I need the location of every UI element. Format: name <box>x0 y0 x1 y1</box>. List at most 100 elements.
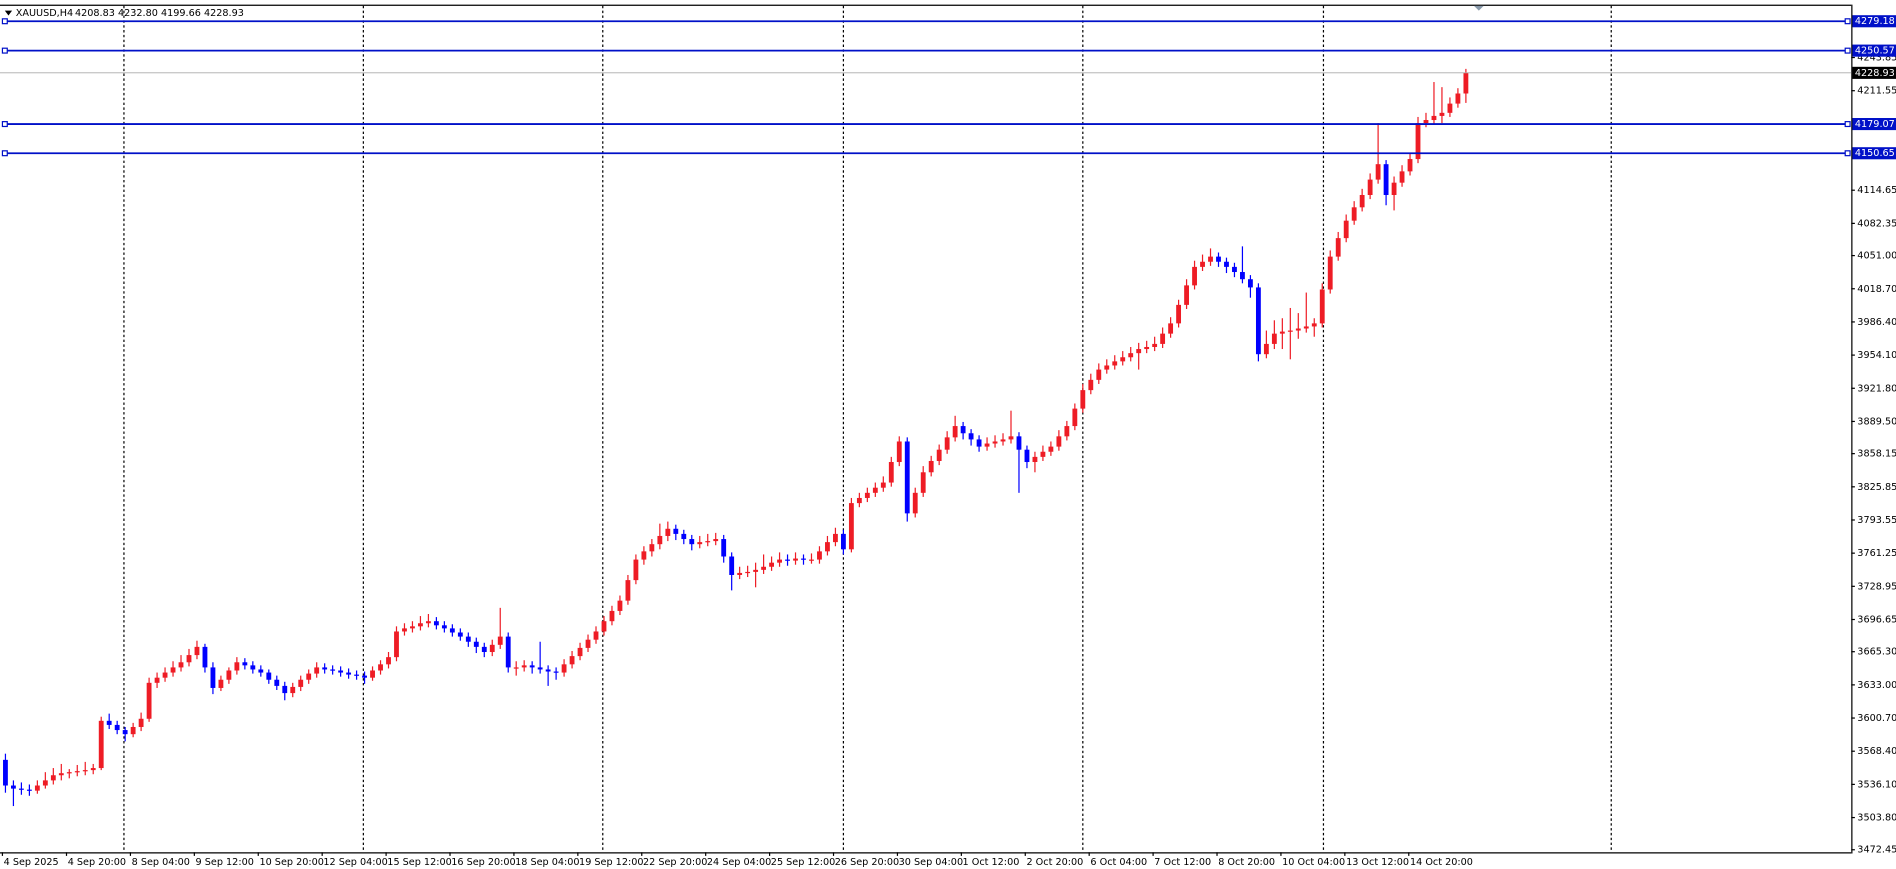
candle-body <box>785 559 790 561</box>
candle-body <box>697 542 703 545</box>
candle-body <box>1343 220 1349 239</box>
x-tick-label: 14 Oct 20:00 <box>1410 857 1473 868</box>
candle-body <box>1032 456 1038 463</box>
y-tick-label: 3600.70 <box>1857 713 1896 724</box>
candle-body <box>457 632 463 637</box>
menu-arrow[interactable] <box>4 10 13 16</box>
candle-body <box>585 639 591 648</box>
candle-body <box>354 674 360 676</box>
candle-body <box>968 433 974 440</box>
level-handle <box>1 150 8 157</box>
y-tick-label: 4051.00 <box>1857 251 1896 262</box>
candle-body <box>649 544 655 552</box>
candle-body <box>617 600 623 611</box>
candle-body <box>26 789 32 791</box>
candle-body <box>984 443 990 447</box>
candle-body <box>1319 289 1325 324</box>
candle-body <box>1335 238 1341 257</box>
candle-body <box>11 785 16 789</box>
candle-body <box>1271 333 1277 344</box>
candle-body <box>425 621 431 624</box>
candle-body <box>665 528 671 536</box>
candle-body <box>449 628 455 633</box>
x-tick-label: 12 Sep 04:00 <box>323 857 387 868</box>
candle-body <box>481 646 487 653</box>
candle-body <box>402 628 407 632</box>
candle-body <box>1072 408 1078 427</box>
candle-body <box>202 646 208 668</box>
y-tick-label: 3696.65 <box>1857 615 1896 626</box>
level-label: 4179.07 <box>1855 119 1895 130</box>
x-tick-label: 10 Oct 04:00 <box>1282 857 1345 868</box>
candle-body <box>66 772 72 774</box>
candle-body <box>888 462 894 483</box>
level-handle <box>1 121 8 128</box>
candle-body <box>577 647 583 657</box>
candle-body <box>1168 323 1174 334</box>
candle-body <box>3 759 8 786</box>
candle-body <box>641 551 647 560</box>
candle-body <box>513 667 519 669</box>
candle-body <box>809 559 814 561</box>
level-label: 4250.57 <box>1855 46 1895 57</box>
y-tick-label: 4018.70 <box>1857 284 1896 295</box>
candle-body <box>545 669 551 672</box>
y-tick-label: 3889.50 <box>1857 416 1896 427</box>
y-tick-label: 3793.55 <box>1857 515 1896 526</box>
level-label: 4279.18 <box>1855 16 1895 27</box>
candle-body <box>1152 343 1158 347</box>
candle-body <box>928 460 934 473</box>
candle-body <box>920 472 926 493</box>
candle-body <box>904 441 910 514</box>
candle-body <box>896 441 902 463</box>
candle-body <box>1096 369 1102 380</box>
candle-body <box>657 535 663 545</box>
candle-body <box>330 669 336 671</box>
candle-body <box>1184 285 1189 305</box>
candle-body <box>1128 353 1134 358</box>
candle-body <box>50 775 56 781</box>
level-handle <box>1844 18 1851 25</box>
y-tick-label: 4243.85 <box>1857 53 1896 64</box>
y-tick-label: 3472.45 <box>1857 845 1896 856</box>
candle-body <box>130 726 136 735</box>
candle-body <box>314 667 320 674</box>
candle-body <box>833 533 838 543</box>
candle-body <box>58 773 64 776</box>
level-label-box <box>1852 15 1896 28</box>
candle-body <box>960 426 966 434</box>
current-price-label: 4228.93 <box>1855 68 1895 79</box>
candle-body <box>410 626 415 629</box>
candle-body <box>138 718 144 727</box>
x-tick-label: 13 Oct 12:00 <box>1346 857 1409 868</box>
candle-body <box>1136 349 1142 354</box>
candle-body <box>1056 436 1062 447</box>
candle-body <box>880 482 886 488</box>
candle-body <box>840 533 846 550</box>
candle-body <box>745 571 751 574</box>
y-tick-label: 3665.30 <box>1857 647 1896 658</box>
candle-body <box>1064 426 1070 437</box>
candle-body <box>1176 304 1182 324</box>
candle-body <box>817 551 822 560</box>
y-tick-label: 3825.85 <box>1857 482 1896 493</box>
x-tick-label: 16 Sep 20:00 <box>451 857 515 868</box>
candle-body <box>569 656 575 665</box>
candle-body <box>370 670 375 678</box>
candle-body <box>1120 357 1126 362</box>
candle-body <box>114 724 120 731</box>
candle-body <box>346 672 352 675</box>
candle-body <box>1279 331 1285 334</box>
candle-body <box>761 566 767 570</box>
candle-body <box>976 439 982 447</box>
y-tick-label: 3568.40 <box>1857 746 1896 757</box>
level-label-box <box>1852 44 1896 57</box>
candle-body <box>505 636 511 668</box>
candle-body <box>146 682 152 719</box>
candle-body <box>1080 390 1086 409</box>
candle-body <box>864 492 870 498</box>
candle-body <box>1224 261 1229 267</box>
